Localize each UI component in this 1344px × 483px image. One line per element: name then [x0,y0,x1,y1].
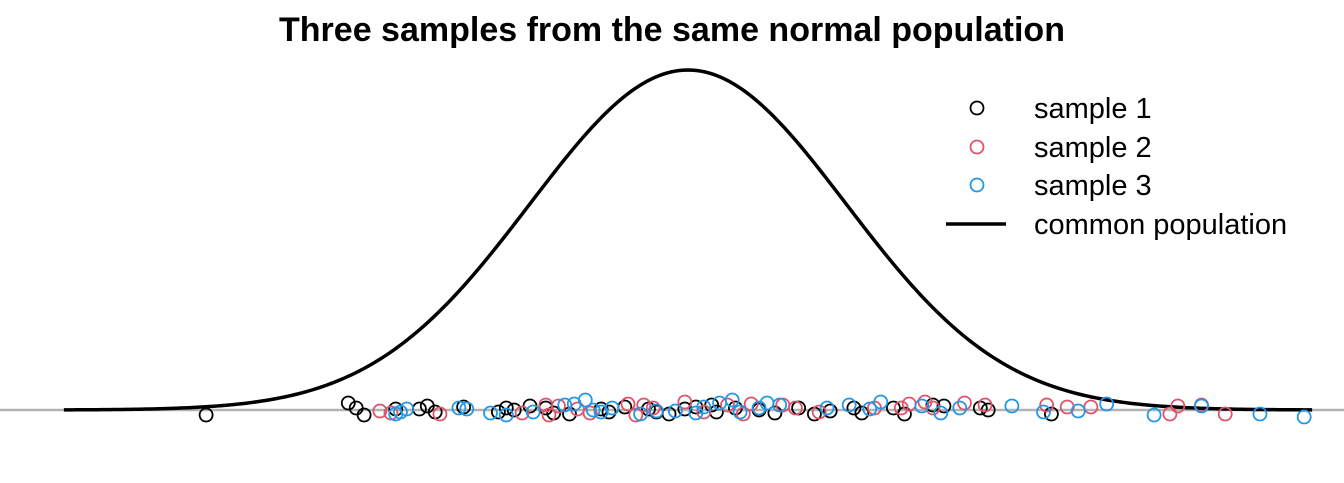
sample-1-point [340,395,356,411]
sample-1-point [356,407,372,423]
sample-3-point [1252,406,1268,422]
sample-2-point [582,405,598,421]
sample-2-point [372,403,388,419]
sample-1-point [767,405,783,421]
sample-3-point [1070,403,1086,419]
sample-3-point [498,407,514,423]
sample-3-point [1099,396,1115,412]
sample-3-point [525,404,541,420]
sample-2-point [893,400,909,416]
sample-2-point [432,406,448,422]
legend-label-sample-3: sample 3 [1034,170,1152,202]
sample-3-point [557,397,573,413]
sample-3-point [952,400,968,416]
sample-3-point [633,406,648,422]
sample-3-point [399,401,415,417]
sample-3-point [1004,398,1020,414]
sample-2-point [541,407,557,423]
sample-2-point [977,397,993,413]
sample-3-point [459,401,475,417]
sample-2-point [788,400,803,416]
sample-3-point [1036,404,1051,420]
sample-2-point [1083,399,1099,415]
sample-2-point [743,396,759,412]
sample-1-point [498,400,514,416]
sample-3-point [1296,409,1312,425]
sample-1-point [886,400,901,416]
sample-3-point [483,405,498,421]
sample-2-point [925,400,941,416]
sample-3-point [451,400,467,416]
sample-2-point [957,395,972,411]
sample-1-point [601,404,617,420]
sample-3-point [649,403,664,419]
legend-label-common-population: common population [1034,209,1287,241]
sample-2-point [1170,398,1186,414]
sample-3-point [712,395,727,411]
legend-label-sample-2: sample 2 [1034,132,1152,164]
sample-2-point [1039,397,1055,413]
sample-3-point [933,405,949,421]
legend-label-sample-1: sample 1 [1034,93,1152,125]
sample-2-point [551,398,566,414]
sample-2-point [1217,406,1233,422]
chart-title: Three samples from the same normal popul… [279,11,1065,49]
sample-3-point [604,400,620,416]
sample-3-point [819,400,835,416]
sample-2-point [735,406,751,422]
sample-1-point [822,403,838,419]
population-density-curve [63,68,1313,412]
sample-2-point [720,397,735,413]
sample-1-point [791,400,806,416]
sample-3-point [732,404,748,420]
sample-2-point [620,396,636,412]
sample-3-point [1146,407,1162,423]
sample-2-point [677,394,693,410]
sample-3-point [696,399,712,415]
sample-3-point [1194,398,1209,414]
sample-1-point [198,407,214,423]
sample-1-point [490,404,506,420]
sample-2-point [811,404,827,420]
sample-2-point [645,400,661,416]
plot-area [0,68,1344,425]
sample-2-point [1162,406,1178,422]
sample-1-point [854,405,870,421]
sample-3-point [914,398,930,414]
sample-3-point [585,402,601,418]
sample-3-point [667,403,683,419]
legend-marker-sample-2 [969,139,985,155]
legend-marker-sample-3 [969,177,985,193]
sample-3-point [724,392,740,408]
sample-3-point [873,394,889,410]
sample-3-point [751,400,767,416]
sample-2-point [636,397,652,413]
sample-3-point [841,397,857,413]
sample-points [198,392,1312,425]
sample-3-point [772,397,788,413]
sample-1-point [936,398,952,414]
sample-3-point [862,401,878,417]
sample-1-point [1044,406,1059,422]
legend-marker-sample-1 [969,100,985,116]
sample-3-point [577,392,593,408]
sample-2-point [696,404,712,420]
legend: sample 1 sample 2 sample 3 common popula… [946,93,1287,241]
sample-1-point [506,402,522,418]
sample-2-point [514,405,530,421]
